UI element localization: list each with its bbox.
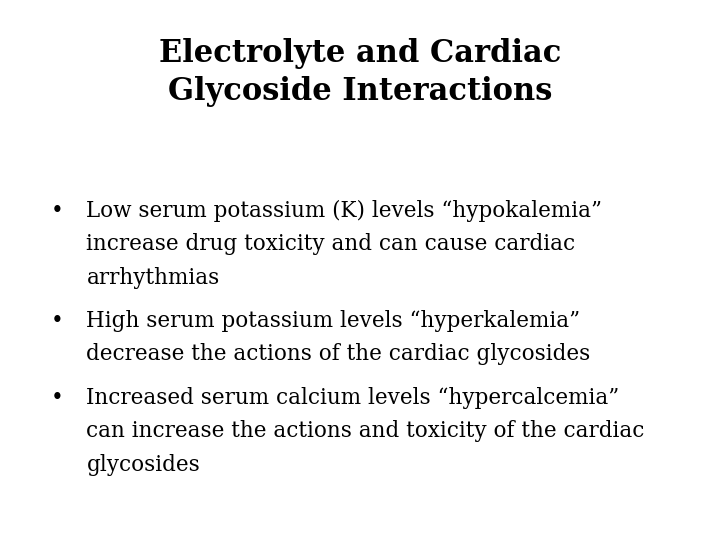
- Text: can increase the actions and toxicity of the cardiac: can increase the actions and toxicity of…: [86, 420, 645, 442]
- Text: Increased serum calcium levels “hypercalcemia”: Increased serum calcium levels “hypercal…: [86, 387, 620, 409]
- Text: decrease the actions of the cardiac glycosides: decrease the actions of the cardiac glyc…: [86, 343, 590, 366]
- Text: •: •: [50, 310, 63, 332]
- Text: Electrolyte and Cardiac
Glycoside Interactions: Electrolyte and Cardiac Glycoside Intera…: [159, 38, 561, 107]
- Text: Low serum potassium (K) levels “hypokalemia”: Low serum potassium (K) levels “hypokale…: [86, 200, 603, 222]
- Text: High serum potassium levels “hyperkalemia”: High serum potassium levels “hyperkalemi…: [86, 310, 580, 332]
- Text: glycosides: glycosides: [86, 454, 200, 476]
- Text: •: •: [50, 387, 63, 409]
- Text: •: •: [50, 200, 63, 222]
- Text: increase drug toxicity and can cause cardiac: increase drug toxicity and can cause car…: [86, 233, 575, 255]
- Text: arrhythmias: arrhythmias: [86, 267, 220, 289]
